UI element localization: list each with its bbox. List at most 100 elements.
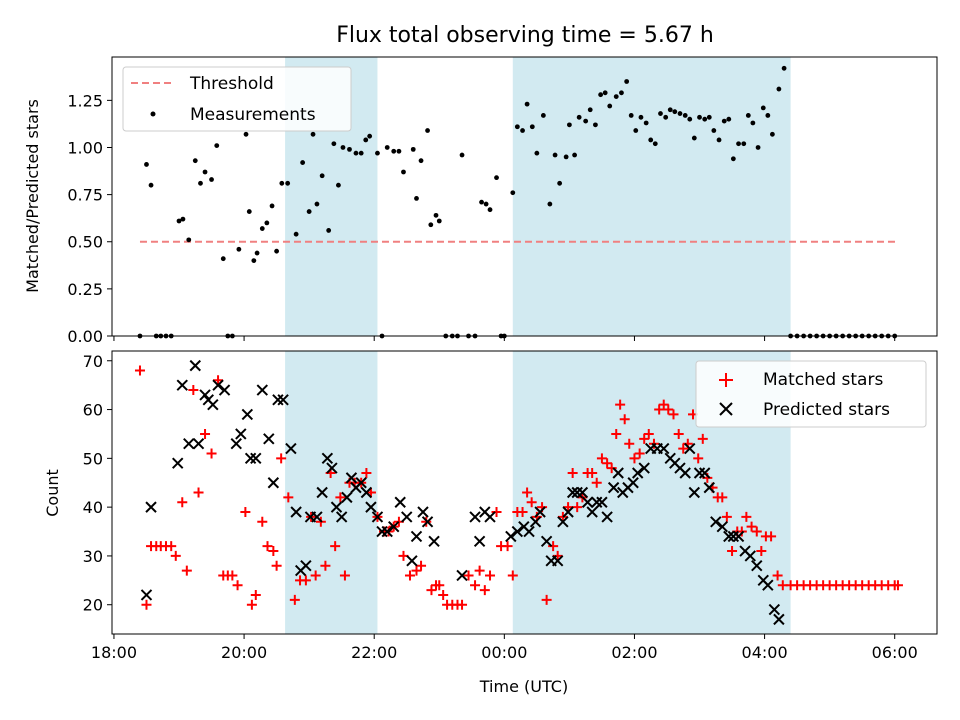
predicted-star-marker xyxy=(199,389,211,401)
measurement-point xyxy=(687,116,693,122)
y-axis-ticks: 20 30 40 50 60 70 xyxy=(83,352,112,615)
y-tick-label: 40 xyxy=(83,498,103,517)
matched-star-marker xyxy=(654,404,665,415)
legend-predicted-label: Predicted stars xyxy=(763,400,890,420)
predicted-star-marker xyxy=(751,559,763,572)
matched-star-marker xyxy=(596,453,607,464)
measurement-point xyxy=(418,158,424,164)
predicted-star-marker xyxy=(762,579,774,591)
matched-star-marker xyxy=(892,580,903,591)
predicted-star-marker xyxy=(376,525,388,538)
predicted-star-marker xyxy=(710,516,722,528)
predicted-star-marker xyxy=(727,530,740,543)
legend-threshold-label: Threshold xyxy=(189,74,274,94)
matched-star-marker xyxy=(658,399,669,410)
matched-star-marker xyxy=(557,511,568,522)
predicted-star-marker xyxy=(330,501,343,513)
measurement-point xyxy=(340,145,346,150)
predicted-star-marker xyxy=(540,535,553,548)
measurement-point xyxy=(540,113,546,118)
matched-star-marker xyxy=(271,560,282,571)
measurement-point xyxy=(697,114,702,120)
matched-star-marker xyxy=(721,511,732,522)
measurement-point xyxy=(652,141,658,147)
predicted-star-marker xyxy=(207,398,219,411)
measurement-point xyxy=(633,128,639,133)
predicted-star-marker xyxy=(381,525,393,538)
measurement-point xyxy=(144,162,149,167)
plot-frame xyxy=(111,56,938,337)
y-tick-label: 0.25 xyxy=(67,280,103,299)
measurement-point xyxy=(391,148,397,154)
matched-star-marker xyxy=(463,570,474,581)
y-tick-label: 0.50 xyxy=(67,233,103,252)
x-ticks xyxy=(113,336,896,341)
matched-star-marker xyxy=(177,497,188,508)
predicted-star-marker xyxy=(732,530,745,543)
matched-star-marker xyxy=(602,458,613,469)
measurement-point xyxy=(425,128,430,133)
matched-star-marker xyxy=(320,560,331,571)
measurement-point xyxy=(726,116,732,122)
predicted-star-marker xyxy=(316,486,328,499)
predicted-star-marker xyxy=(345,472,358,484)
measurement-point xyxy=(358,150,364,156)
matched-star-marker xyxy=(227,570,238,581)
predicted-star-marker xyxy=(145,501,157,513)
predicted-star-marker xyxy=(235,428,247,440)
predicted-star-marker xyxy=(591,496,603,508)
legend-box xyxy=(695,360,927,428)
measurement-point xyxy=(186,237,192,243)
measurement-point xyxy=(593,122,598,128)
matched-star-marker xyxy=(634,448,645,459)
ratio-panel: 0.00 0.25 0.50 0.75 1.00 1.25 Matched/Predict… xyxy=(23,56,938,346)
matched-star-marker xyxy=(541,594,552,605)
matched-star-marker xyxy=(563,502,574,513)
matched-star-marker xyxy=(591,477,602,488)
matched-star-marker xyxy=(587,467,598,478)
predicted-star-marker xyxy=(768,603,781,616)
matched-star-marker xyxy=(479,585,490,596)
predicted-star-marker xyxy=(230,437,242,450)
measurement-point xyxy=(667,107,673,113)
measurement-point xyxy=(721,118,727,124)
predicted-star-marker xyxy=(183,437,195,450)
measurement-point xyxy=(326,228,332,233)
matched-star-marker xyxy=(648,438,659,449)
matched-star-marker xyxy=(404,570,415,581)
matched-star-marker xyxy=(502,541,513,552)
x-tick-label: 18:00 xyxy=(91,643,137,662)
matched-star-marker xyxy=(697,433,708,444)
matched-star-marker xyxy=(668,409,679,420)
matched-star-marker xyxy=(639,433,650,444)
predicted-star-marker xyxy=(505,530,517,543)
y-tick-label: 1.25 xyxy=(67,91,103,110)
predicted-star-marker xyxy=(406,555,418,567)
predicted-star-marker xyxy=(612,467,624,479)
measurement-point xyxy=(638,114,644,120)
matched-star-marker xyxy=(134,365,145,376)
legend: Matched stars Predicted stars xyxy=(695,360,927,428)
predicted-star-marker xyxy=(716,520,728,533)
matched-star-marker xyxy=(606,463,617,474)
predicted-star-marker xyxy=(703,481,715,494)
x-tick-label: 00:00 xyxy=(481,643,527,662)
y-axis-label: Count xyxy=(43,469,62,517)
matched-star-marker xyxy=(457,599,468,610)
shaded-intervals xyxy=(285,57,791,336)
measurement-point xyxy=(487,207,493,213)
predicted-star-marker xyxy=(523,525,535,538)
measurement-point xyxy=(552,152,558,158)
predicted-star-marker xyxy=(576,486,589,499)
measurement-point xyxy=(220,256,226,262)
matched-star-marker xyxy=(206,448,217,459)
measurement-point xyxy=(769,131,775,137)
predicted-star-marker xyxy=(212,379,224,391)
measurement-point xyxy=(214,143,220,149)
matched-star-marker xyxy=(678,443,689,454)
matched-star-marker xyxy=(673,428,684,439)
matched-star-marker xyxy=(741,511,752,522)
predicted-star-marker xyxy=(581,496,594,508)
matched-star-marker xyxy=(772,570,783,581)
predicted-star-marker xyxy=(566,486,579,499)
